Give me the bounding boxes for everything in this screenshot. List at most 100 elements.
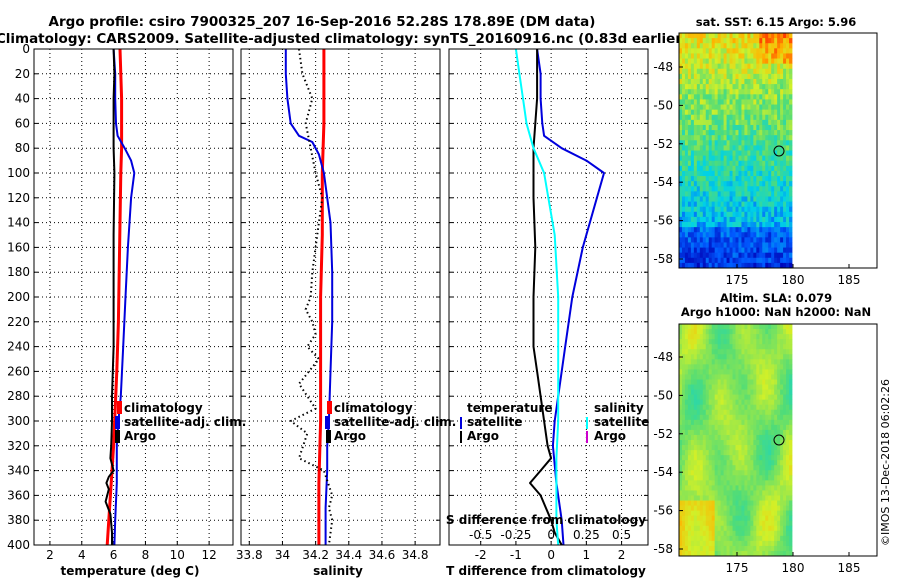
map-sla-cell (774, 329, 778, 335)
map-sla-cell (768, 424, 772, 431)
map-sla-cell (762, 364, 766, 370)
map-sla-cell (753, 500, 757, 506)
map-sst-cell (684, 104, 689, 111)
map-sla-cell (786, 545, 790, 552)
map-sst-cell (679, 150, 683, 157)
map-sst-cell (756, 48, 760, 54)
map-sst-cell (744, 140, 748, 146)
map-sla-cell (744, 450, 748, 456)
map-sla-cell (687, 374, 692, 380)
map-sla-cell (768, 455, 772, 461)
map-sla-cell (720, 505, 724, 512)
map-sst-cell (735, 38, 739, 44)
map-sst-cell (711, 78, 716, 85)
map-sst-cell (762, 114, 766, 121)
map-sst-cell (744, 130, 748, 136)
map-sla-cell (735, 394, 739, 401)
map-sla-cell (723, 485, 727, 491)
map-sla-cell (723, 535, 727, 542)
map-sst-cell (777, 109, 781, 116)
map-sla-cell (771, 540, 775, 547)
map-sla-cell (789, 445, 793, 451)
map-sla-cell (780, 359, 784, 365)
difference-series-temperature-satellite (536, 48, 605, 546)
map-sla-cell (759, 364, 763, 370)
map-sst-cell (732, 104, 736, 111)
map-sla-cell (744, 359, 748, 365)
map-sla-cell (714, 434, 719, 441)
map-sla-cell (687, 334, 692, 340)
map-sla-cell (759, 399, 763, 406)
map-sla-cell (756, 500, 760, 506)
map-sst-cell (765, 170, 769, 177)
map-sst-cell (687, 232, 692, 238)
map-sst-cell (738, 68, 742, 75)
map-sst-cell (765, 237, 769, 243)
map-sst-cell (765, 216, 769, 223)
map-sla-cell (693, 329, 698, 335)
map-sla-cell (744, 419, 748, 426)
map-sst-cell (690, 58, 695, 65)
map-sla-cell (699, 374, 704, 380)
map-sla-cell (759, 545, 763, 552)
map-sla-cell (723, 369, 727, 375)
map-sst-cell (753, 63, 757, 70)
map-sst-cell (738, 160, 742, 167)
map-sla-cell (762, 429, 766, 436)
map-sla-cell (717, 495, 722, 501)
map-sla-cell (789, 424, 793, 431)
map-sla-cell (777, 550, 781, 557)
map-sst-cell (708, 191, 713, 197)
map-sst-cell (714, 227, 719, 233)
map-sst-cell (780, 53, 784, 59)
map-sla-cell (708, 424, 713, 431)
map-sst-cell (774, 257, 778, 264)
map-sla-cell (738, 404, 742, 411)
map-sla-cell (679, 485, 683, 491)
map-sla-cell (693, 510, 698, 517)
map-sst-cell (786, 262, 790, 269)
map-sst-cell (768, 206, 772, 213)
map-sla-cell (771, 349, 775, 355)
map-sst-cell (726, 196, 730, 202)
map-sst-cell (732, 48, 736, 54)
map-sla-cell (690, 455, 695, 461)
map-sst-cell (711, 63, 716, 70)
map-sla-cell (681, 374, 686, 380)
difference-xtick-label-3: 1 (583, 548, 591, 562)
map-sla-cell (684, 505, 689, 512)
diff-legend-s-argo-label: Argo (594, 429, 626, 443)
map-sla-cell (723, 409, 727, 416)
map-sst-cell (684, 68, 689, 75)
map-sst-cell (789, 160, 793, 167)
map-sst-cell (720, 150, 724, 157)
map-sst-cell (738, 155, 742, 162)
map-sst-cell (732, 262, 736, 269)
map-sla-cell (702, 369, 707, 375)
map-sst-cell (717, 53, 722, 59)
map-sst-cell (789, 232, 793, 238)
map-sst-cell (765, 160, 769, 167)
map-sla-cell (765, 505, 769, 512)
map-sst-cell (771, 78, 775, 85)
map-sla-cell (696, 399, 701, 406)
map-sla-cell (702, 470, 707, 476)
map-sst-cell (747, 160, 751, 167)
map-sst-cell (783, 73, 787, 80)
map-sst-cell (726, 145, 730, 151)
map-sst-cell (717, 232, 722, 238)
map-sst-cell (711, 119, 716, 126)
map-sst-cell (789, 201, 793, 208)
map-sla-cell (681, 535, 686, 542)
map-sst-cell (726, 43, 730, 49)
map-sla-cell (783, 324, 787, 330)
map-sla-cell (684, 389, 689, 396)
map-sla-cell (744, 535, 748, 542)
map-sla-cell (777, 349, 781, 355)
map-sla-cell (714, 349, 719, 355)
map-sla-cell (744, 545, 748, 552)
map-sst-cell (747, 196, 751, 202)
salinity-series-satellite-adj-clim- (284, 49, 334, 545)
map-sla-cell (750, 490, 754, 496)
map-sla-cell (750, 510, 754, 517)
